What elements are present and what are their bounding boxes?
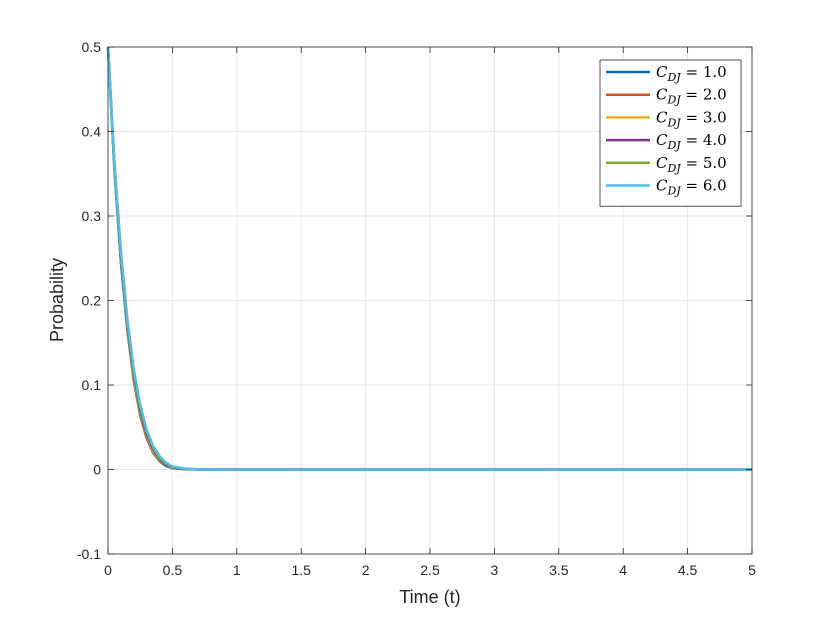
x-tick-label: 0 [104, 562, 112, 578]
tick-labels: 0 0.5 1 1.5 2 2.5 3 3.5 4 4.5 5-0.100.10.20.30.40.… [77, 39, 756, 578]
y-tick-label: 0.2 [82, 293, 102, 309]
y-tick-label: 0.5 [82, 39, 102, 55]
x-tick-label: 1.5 [291, 562, 311, 578]
series-line-6 [106, 46, 752, 471]
legend-entry-3: CDJ = 3.0 [656, 108, 727, 129]
y-axis-label: Probability [47, 258, 67, 342]
x-tick-label: 4.5 [678, 562, 698, 578]
x-tick-label: 3 [491, 562, 499, 578]
legend-entry-1: CDJ = 1.0 [656, 63, 727, 84]
legend-entry-6: CDJ = 6.0 [656, 177, 727, 198]
x-tick-label: 3.5 [549, 562, 569, 578]
y-tick-label: 0 [93, 462, 101, 478]
x-tick-label: 4 [619, 562, 627, 578]
y-tick-label: 0.3 [82, 208, 102, 224]
y-tick-label: -0.1 [77, 546, 101, 562]
ticks [107, 46, 753, 555]
x-tick-label: 1 [233, 562, 241, 578]
x-tick-label: 0.5 [163, 562, 183, 578]
y-tick-label: 0.4 [82, 124, 102, 140]
legend-entry-2: CDJ = 2.0 [656, 86, 727, 107]
x-axis-label: Time (t) [399, 587, 460, 607]
legend-entry-4: CDJ = 4.0 [656, 131, 727, 152]
y-tick-label: 0.1 [82, 377, 102, 393]
x-tick-label: 2.5 [420, 562, 440, 578]
legend-box [599, 59, 742, 207]
series-lines [106, 46, 752, 471]
x-tick-label: 5 [748, 562, 756, 578]
x-tick-label: 2 [362, 562, 370, 578]
legend-entry-5: CDJ = 5.0 [656, 154, 727, 175]
